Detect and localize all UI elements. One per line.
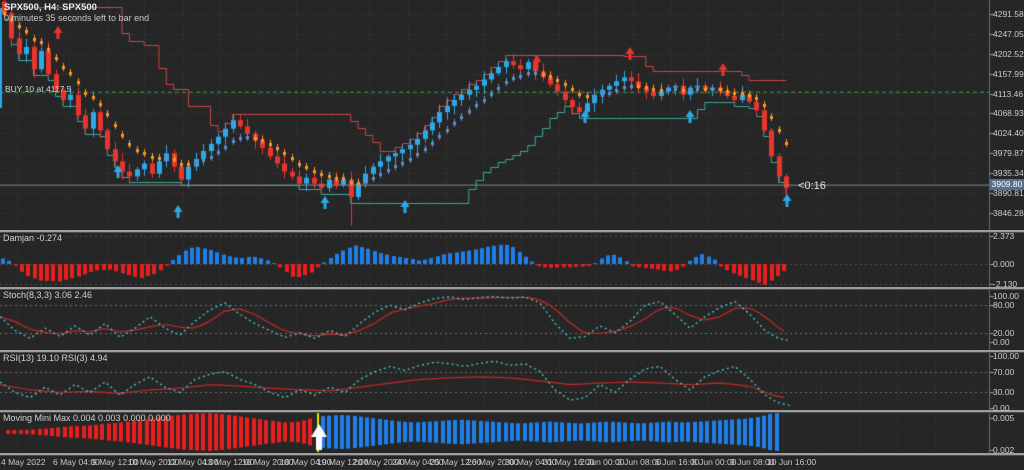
price-axis-label: 3890.81 — [993, 188, 1024, 199]
indicator-axis-label: 2.373 — [993, 231, 1015, 241]
indicator-axis-label: 0.005 — [993, 413, 1015, 423]
price-axis-label: 4291.58 — [993, 9, 1024, 19]
time-axis-label: 13 May 12:00 — [203, 457, 255, 467]
price-axis-label: 4202.52 — [993, 48, 1024, 59]
price-axis-label: 4024.40 — [993, 128, 1024, 139]
time-axis-label: 18 May 04:00 — [280, 457, 332, 467]
price-axis[interactable]: 4291.58 4247.05 4202.52 4157.99 4113.46 4068.… — [990, 0, 1024, 455]
price-axis-label: 3979.87 — [993, 148, 1024, 159]
price-axis-label: 4068.93 — [993, 108, 1024, 119]
price-axis-label: 3935.34 — [993, 168, 1024, 179]
price-axis-label: 4157.99 — [993, 68, 1024, 79]
price-axis-label: 4113.46 — [993, 88, 1024, 99]
panel-splitter[interactable] — [0, 350, 1024, 353]
time-axis-label: 9 May 12:00 — [92, 457, 139, 467]
indicator-axis-label: -2.130 — [993, 279, 1018, 289]
indicator-axis-label: 0.00 — [993, 337, 1010, 347]
time-axis-label: 20 May 20:00 — [353, 457, 405, 467]
time-axis-label: 9 Jun 08:00 — [730, 457, 775, 467]
indicator-axis-label: 100.00 — [993, 351, 1019, 361]
time-axis[interactable]: 4 May 2022 6 May 04:00 9 May 12:00 10 May 2… — [0, 454, 1024, 470]
indicator-axis-label: 30.00 — [993, 387, 1015, 397]
time-axis-label: 8 Jun 00:00 — [692, 457, 737, 467]
panel-splitter[interactable] — [0, 410, 1024, 413]
time-axis-label: 4 May 2022 — [1, 457, 46, 467]
indicator-axis-label: 0.002 — [993, 445, 1015, 455]
indicator-axis-label: 20.00 — [993, 328, 1015, 338]
time-axis-label: 25 May 12:00 — [430, 457, 482, 467]
indicator-axis-label: 0.00 — [993, 403, 1010, 413]
indicator-axis-label: 70.00 — [993, 367, 1015, 377]
time-axis-label: 2 Jun 00:00 — [580, 457, 625, 467]
time-axis-label: 6 Jun 16:00 — [655, 457, 700, 467]
panel-splitter[interactable] — [0, 287, 1024, 290]
time-axis-label: 24 May 04:00 — [392, 457, 444, 467]
time-axis-label: 19 May 12:00 — [317, 457, 369, 467]
price-axis-label: 4247.05 — [993, 28, 1024, 39]
indicator-axis-label: 80.00 — [993, 300, 1015, 310]
time-axis-label: 6 May 04:00 — [53, 457, 100, 467]
indicator-axis-label: 100.00 — [993, 291, 1019, 301]
panel-splitter[interactable] — [0, 453, 1024, 456]
time-axis-label: 10 Jun 16:00 — [767, 457, 817, 467]
time-axis-label: 31 May 16:00 — [543, 457, 595, 467]
time-axis-label: 10 May 20:00 — [128, 457, 180, 467]
panel-splitter[interactable] — [0, 230, 1024, 233]
time-axis-label: 30 May 04:00 — [505, 457, 557, 467]
current-price-tag: 3909.80 — [990, 179, 1024, 190]
indicator-axis-label: 0.000 — [993, 259, 1015, 269]
time-axis-label: 12 May 04:00 — [167, 457, 219, 467]
time-axis-label: 3 Jun 08:00 — [617, 457, 662, 467]
time-axis-label: 26 May 20:00 — [467, 457, 519, 467]
price-chart-canvas[interactable] — [0, 0, 1024, 454]
price-axis-label: 3846.28 — [993, 207, 1024, 218]
time-axis-label: 16 May 20:00 — [242, 457, 294, 467]
